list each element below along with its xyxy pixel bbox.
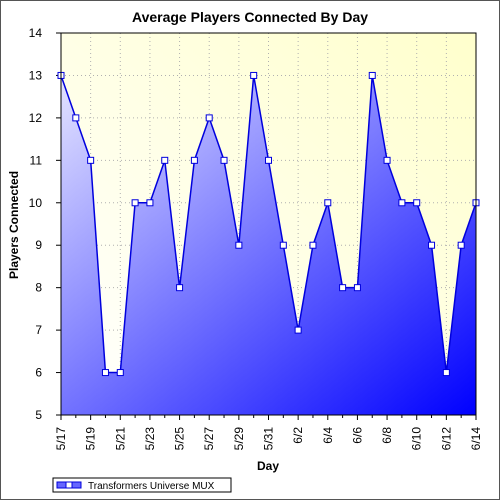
legend-marker — [65, 481, 73, 489]
x-tick-label: 5/31 — [262, 427, 276, 451]
x-tick-label: 6/10 — [410, 427, 424, 451]
x-tick-label: 5/29 — [232, 427, 246, 451]
y-axis-label: Players Connected — [7, 171, 21, 279]
data-point — [324, 199, 332, 207]
x-tick-label: 6/12 — [439, 427, 453, 451]
x-tick-label: 5/19 — [84, 427, 98, 451]
data-point — [339, 284, 347, 292]
data-point — [116, 369, 124, 377]
data-point — [161, 156, 169, 164]
x-tick-label: 5/27 — [202, 427, 216, 451]
data-point — [383, 156, 391, 164]
y-tick-label: 6 — [35, 366, 42, 380]
data-point — [398, 199, 406, 207]
x-axis-label: Day — [257, 459, 279, 473]
data-point — [250, 71, 258, 79]
data-point — [279, 241, 287, 249]
data-point — [220, 156, 228, 164]
data-point — [131, 199, 139, 207]
x-tick-label: 5/17 — [54, 427, 68, 451]
x-tick-label: 6/8 — [380, 427, 394, 444]
x-tick-label: 6/14 — [469, 427, 483, 451]
x-tick-label: 5/23 — [143, 427, 157, 451]
x-tick-label: 5/25 — [173, 427, 187, 451]
y-tick-label: 5 — [35, 408, 42, 422]
data-point — [101, 369, 109, 377]
data-point — [442, 369, 450, 377]
y-tick-label: 9 — [35, 238, 42, 252]
y-tick-label: 13 — [29, 68, 43, 82]
y-tick-label: 14 — [29, 26, 43, 40]
data-point — [413, 199, 421, 207]
data-point — [457, 241, 465, 249]
x-tick-label: 6/4 — [321, 427, 335, 444]
y-tick-label: 10 — [29, 196, 43, 210]
data-point — [72, 114, 80, 122]
legend: Transformers Universe MUX — [52, 477, 232, 493]
data-point — [309, 241, 317, 249]
data-point — [428, 241, 436, 249]
data-point — [294, 326, 302, 334]
data-point — [87, 156, 95, 164]
data-point — [235, 241, 243, 249]
data-point — [190, 156, 198, 164]
y-tick-label: 11 — [30, 153, 43, 167]
y-tick-label: 7 — [35, 323, 42, 337]
x-tick-label: 6/6 — [350, 427, 364, 444]
y-tick-label: 8 — [35, 281, 42, 295]
x-tick-label: 5/21 — [113, 427, 127, 451]
data-point — [353, 284, 361, 292]
y-tick-label: 12 — [29, 111, 43, 125]
legend-box — [52, 477, 232, 493]
data-point — [205, 114, 213, 122]
data-point — [176, 284, 184, 292]
data-point — [368, 71, 376, 79]
x-tick-label: 6/2 — [291, 427, 305, 444]
legend-label: Transformers Universe MUX — [88, 481, 215, 492]
chart-title: Average Players Connected By Day — [132, 9, 368, 25]
plot-border — [60, 32, 477, 416]
data-point — [146, 199, 154, 207]
data-point — [265, 156, 272, 164]
